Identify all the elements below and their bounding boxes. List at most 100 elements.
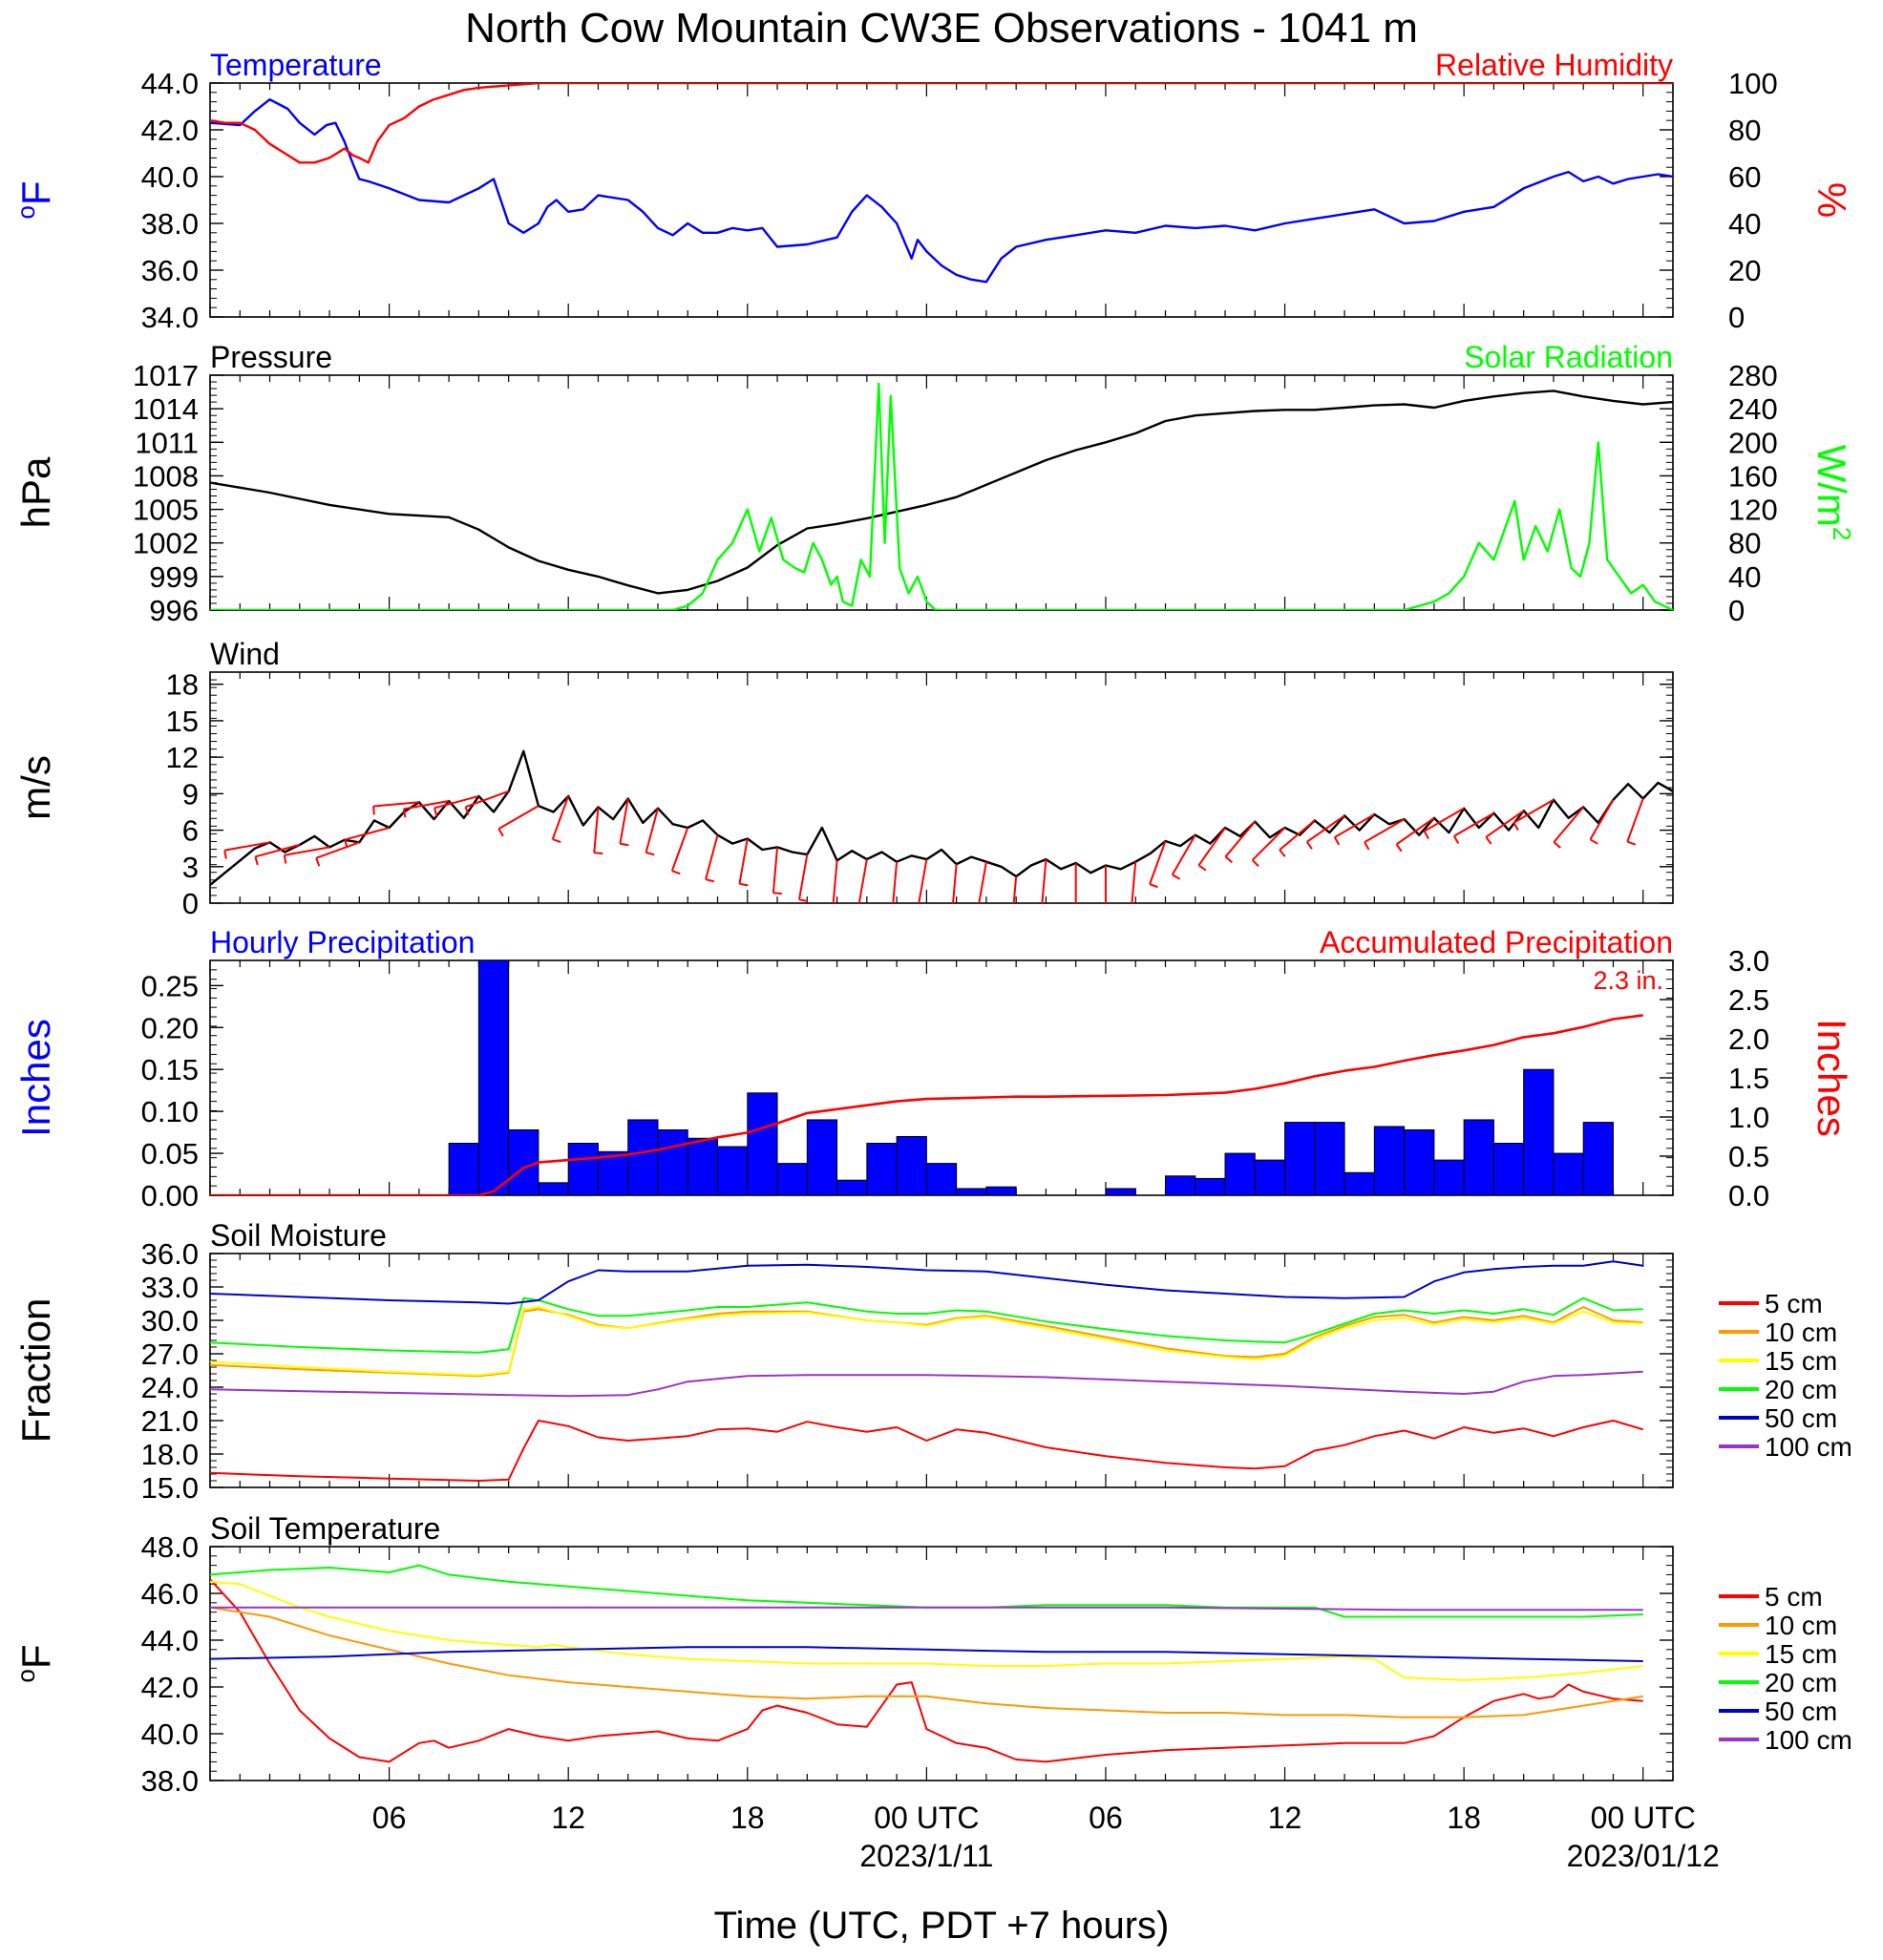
wind-barb (1364, 818, 1406, 843)
y-axis-label-right: Inches (1809, 1019, 1854, 1137)
precip-bar (1582, 1122, 1614, 1195)
y-tick-label-left: 12 (166, 741, 199, 774)
wind-barb (1279, 819, 1316, 852)
wind-barb-flag (1224, 855, 1233, 863)
y-tick-label-left: 0.10 (141, 1095, 199, 1128)
wind-barb-flag (1452, 835, 1460, 845)
wind-barb (497, 805, 540, 830)
legend-label: 50 cm (1765, 1403, 1837, 1433)
legend-label: 10 cm (1765, 1611, 1837, 1640)
wind-barb-flag (979, 907, 987, 909)
y-tick-label-right: 40 (1728, 207, 1761, 241)
precip-bar (836, 1179, 868, 1195)
wind-barb-flag (594, 852, 603, 854)
wind-barb (1149, 840, 1167, 885)
precip-bar (1492, 1143, 1525, 1195)
15-cm-line (210, 1580, 1643, 1681)
wind-barb-flag (1251, 859, 1259, 868)
wind-barb-flag (671, 870, 681, 875)
y-tick-label-left: 996 (149, 594, 199, 627)
y-tick-label-right: 20 (1728, 254, 1761, 287)
wind-barb (593, 807, 600, 854)
y-axis-label-right: % (1809, 182, 1854, 218)
wind-barb-flag (1042, 905, 1050, 906)
y-tick-label-right: 160 (1728, 459, 1778, 493)
wind-barb (551, 795, 570, 840)
y-tick-label-left: 0.05 (141, 1137, 199, 1170)
panel-content (210, 1260, 1643, 1482)
precipitation-panel: 0.00 0.05 0.10 0.15 0.20 0.25 0.0 0.5 1.0 1.5 2.0 2… (13, 925, 1854, 1212)
wind-barb (1224, 821, 1257, 858)
wind-barb-flag (1364, 841, 1370, 851)
y-tick-label-left: 44.0 (141, 1624, 199, 1657)
precip-bar (896, 1136, 927, 1195)
precip-bar (1164, 1175, 1196, 1195)
precip-bar (747, 1092, 778, 1195)
panel-content (210, 749, 1673, 909)
y-axis-label-left: Inches (13, 1019, 58, 1137)
wind-barb (797, 854, 809, 900)
wind-barb-flag (1333, 836, 1341, 846)
y-tick-label-left: 0.00 (141, 1179, 199, 1212)
legend-label: 50 cm (1765, 1697, 1837, 1726)
wind-barb-flag (620, 842, 629, 847)
y-tick-label-left: 9 (182, 777, 199, 811)
5-cm-line (210, 1578, 1643, 1763)
panel-content (210, 83, 1673, 284)
y-tick-label-right: 3.0 (1728, 944, 1769, 978)
legend-label: 15 cm (1765, 1639, 1837, 1669)
legend-label: 100 cm (1765, 1725, 1852, 1755)
y-tick-label-right: 240 (1728, 392, 1778, 426)
wind-barb-flag (1197, 864, 1207, 872)
wind-barb (403, 800, 450, 811)
wind-speed-line (210, 749, 1673, 886)
y-tick-label-left: 0 (182, 887, 199, 920)
wind-barb-flag (315, 857, 321, 867)
y-tick-label-left: 18 (166, 668, 199, 702)
y-tick-label-left: 34.0 (141, 301, 199, 334)
panel-title-left: Temperature (210, 48, 382, 82)
precip-bar (1105, 1188, 1136, 1195)
wind-barb-flag (1513, 822, 1519, 832)
wind-barb (434, 794, 479, 810)
precip-bar (866, 1143, 898, 1195)
panel-title-right: Relative Humidity (1435, 48, 1673, 82)
legend-label: 20 cm (1765, 1668, 1837, 1697)
precip-bar (627, 1119, 659, 1195)
wind-barb (344, 827, 390, 841)
wind-barb-flag (344, 839, 349, 849)
precip-bar (1433, 1159, 1465, 1195)
precip-bar (448, 1143, 479, 1195)
precip-bar (776, 1163, 808, 1195)
wind-barb (1041, 859, 1047, 903)
precip-bar (985, 1186, 1017, 1195)
wind-barb (1197, 827, 1226, 866)
x-tick-label: 00 UTC (1591, 1801, 1696, 1835)
y-tick-label-left: 15.0 (141, 1471, 199, 1505)
y-tick-label-left: 15 (166, 705, 199, 738)
y-tick-label-left: 40.0 (141, 1718, 199, 1751)
wind-barb (772, 847, 779, 894)
wind-barb (738, 838, 749, 884)
wind-barb (1251, 827, 1286, 861)
precip-bar (956, 1188, 987, 1195)
precip-bar (657, 1128, 688, 1195)
y-tick-label-left: 24.0 (141, 1371, 199, 1404)
panel-content (210, 1564, 1643, 1763)
x-tick-label: 18 (730, 1801, 765, 1835)
panel-title-left: Pressure (210, 340, 332, 374)
y-tick-label-left: 0.15 (141, 1053, 199, 1086)
wind-barb (918, 858, 928, 903)
panel-frame (209, 1546, 1674, 1781)
wind-barb (224, 841, 270, 852)
wind-barb-flag (1423, 831, 1429, 839)
y-tick-label-left: 42.0 (141, 114, 199, 147)
x-date-label: 2023/1/11 (859, 1839, 993, 1873)
wind-barb-flag (705, 878, 715, 883)
wind-barb-flag (372, 806, 375, 815)
wind-barb (1171, 834, 1196, 875)
wind-barb (705, 834, 719, 880)
y-tick-label-left: 18.0 (141, 1438, 199, 1471)
